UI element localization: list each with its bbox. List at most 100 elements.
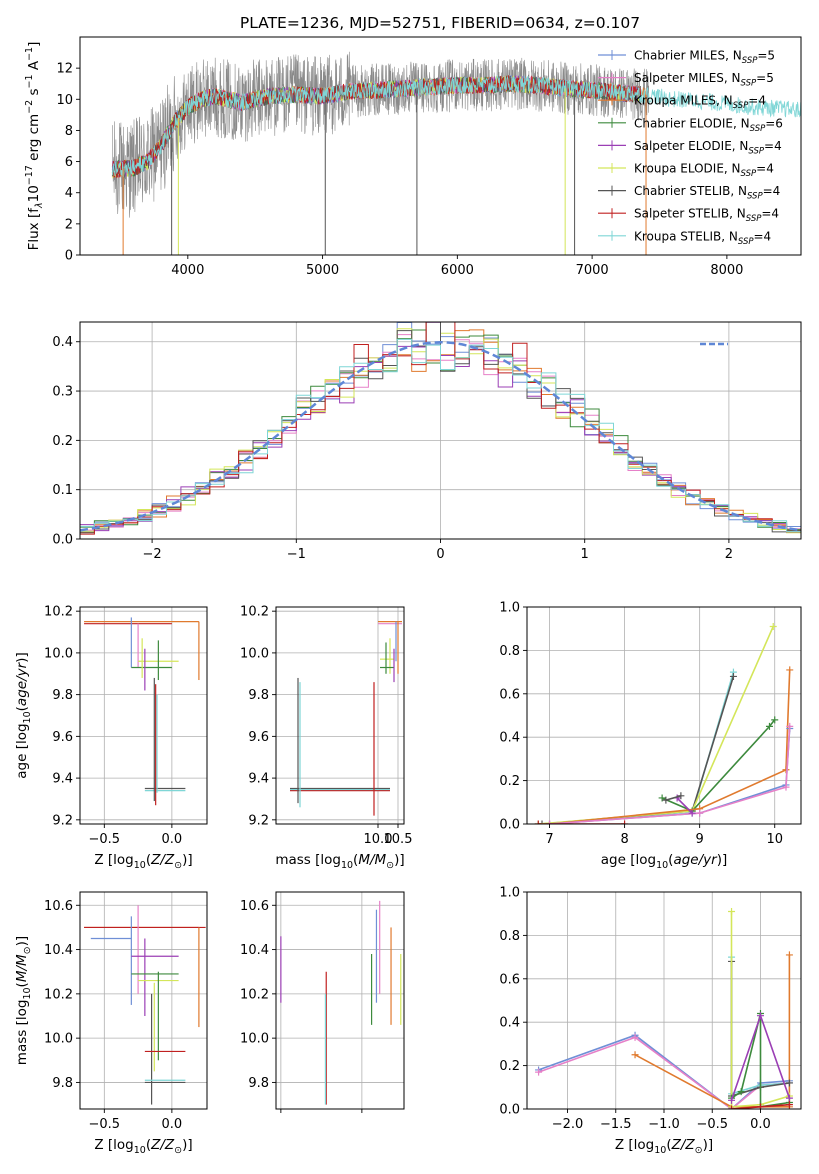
label-part: ( [14, 982, 30, 987]
weight-marker [769, 623, 777, 631]
x-tick-label: 1 [581, 547, 589, 562]
label-part: )] [14, 652, 30, 663]
x-tick-label: 2 [725, 547, 733, 562]
label-part: )] [394, 852, 405, 868]
x-tick-label: 10.0 [364, 832, 393, 847]
weight-marker [785, 951, 793, 959]
y-tick-label: 0.2 [499, 774, 520, 789]
weight-marker [765, 722, 773, 730]
weight-marker [535, 1068, 543, 1076]
label-part: )] [182, 852, 193, 868]
y-tick-label: 9.2 [248, 813, 269, 828]
y-tick-label: 0.6 [499, 972, 520, 987]
y-tick-label: 0.0 [499, 1103, 520, 1118]
weight-marker [782, 766, 790, 774]
figure-title: PLATE=1236, MJD=52751, FIBERID=0634, z=0… [240, 14, 640, 32]
axes-frame [526, 891, 802, 1110]
plot-area-mass_vs_Z [84, 905, 206, 1105]
model-spectrum-line [111, 74, 801, 178]
label-part: Salpeter STELIB, N [634, 207, 746, 221]
label-part: =5 [756, 71, 774, 85]
x-tick-label: 0.0 [162, 832, 183, 847]
label-part: M/M [358, 852, 386, 868]
label-part: =5 [757, 49, 775, 63]
y-tick-label: 9.8 [248, 1076, 269, 1091]
y-tick-label: 0.8 [499, 644, 520, 659]
y-tick-label: 9.6 [52, 730, 73, 745]
label-part: M/M [14, 954, 30, 982]
label-part: ( [666, 1137, 671, 1153]
label-part: SSP [741, 79, 757, 89]
y-tick-label: 0.8 [499, 929, 520, 944]
axes-frame [275, 891, 405, 1110]
label-part: age [log [601, 852, 656, 868]
label-part: mass [log [275, 852, 341, 868]
y-tick-label: 1.0 [499, 601, 520, 616]
y-tick-label: 0.4 [52, 335, 73, 350]
label-part: 10 [134, 1145, 146, 1156]
x-axis-label: mass [log10(M/M⊙)] [275, 852, 404, 871]
x-tick-label: 4000 [171, 263, 204, 278]
label-part: 10 [22, 711, 33, 723]
x-tick-label: 6000 [441, 263, 474, 278]
x-tick-label: 10 [766, 832, 783, 847]
label-part: SSP [748, 146, 764, 156]
label-part: ] [26, 42, 42, 47]
y-tick-label: 1.0 [499, 886, 520, 901]
axes-frame [79, 891, 208, 1110]
x-tick-label: 8000 [710, 263, 743, 278]
x-tick-label: 0.0 [162, 1117, 183, 1132]
label-part: SSP [747, 192, 763, 202]
label-part: SSP [746, 214, 762, 224]
x-tick-label: −1 [287, 547, 306, 562]
y-tick-label: 0.6 [499, 687, 520, 702]
y-axis-label: Flux [fλ10−17 erg cm−2 s−1 A−1] [24, 42, 45, 251]
label-part: ⊙ [174, 1145, 182, 1156]
label-part: Chabrier MILES, N [634, 49, 742, 63]
label-part: SSP [738, 237, 754, 247]
plot-area-mass_vs_ebv [280, 900, 402, 1105]
label-part: erg cm [26, 114, 42, 165]
label-part: Z/Z [671, 1137, 696, 1153]
label-part: ( [146, 1137, 151, 1153]
plot-area-age_vs_mass [290, 621, 402, 816]
label-part: Salpeter ELODIE, N [634, 139, 748, 153]
axes-frame [526, 606, 802, 825]
weight-line [549, 726, 791, 824]
y-axis-label: mass [log10(M/M⊙)] [14, 936, 33, 1065]
weight-marker [728, 1096, 736, 1104]
y-tick-label: 2 [65, 217, 73, 232]
y-tick-label: 10.2 [44, 605, 73, 620]
plot-area-residuals [80, 322, 801, 539]
y-tick-label: 9.8 [248, 688, 269, 703]
y-tick-label: 10 [56, 93, 73, 108]
x-tick-label: −2.0 [552, 1117, 584, 1132]
label-part: )] [703, 1137, 714, 1153]
x-tick-label: 10.5 [384, 832, 413, 847]
x-tick-label: −0.5 [696, 1117, 728, 1132]
label-part: Chabrier STELIB, N [634, 184, 747, 198]
label-part: 10 [341, 860, 353, 871]
weight-marker [785, 1101, 793, 1109]
y-tick-label: 9.8 [52, 1076, 73, 1091]
y-tick-label: 0.1 [52, 483, 73, 498]
weight-marker [785, 1079, 793, 1087]
label-part: −17 [24, 165, 35, 185]
weight-line [661, 719, 776, 812]
y-tick-label: 10.0 [240, 1032, 269, 1047]
label-part: Z/Z [150, 1137, 175, 1153]
y-tick-label: 10.2 [240, 987, 269, 1002]
panel-residuals: −2 −1 0 1 2 0.0 0.1 0.2 0.3 0.4 [52, 321, 802, 562]
x-tick-label: 8 [620, 832, 628, 847]
weight-marker [728, 1105, 736, 1109]
legend-entry: Chabrier STELIB, NSSP=4 [634, 184, 780, 202]
label-part: −1 [24, 74, 35, 88]
label-part: λ [34, 202, 45, 209]
label-part: ( [14, 706, 30, 711]
y-tick-label: 10.6 [240, 899, 269, 914]
label-part: age [log [14, 723, 30, 778]
